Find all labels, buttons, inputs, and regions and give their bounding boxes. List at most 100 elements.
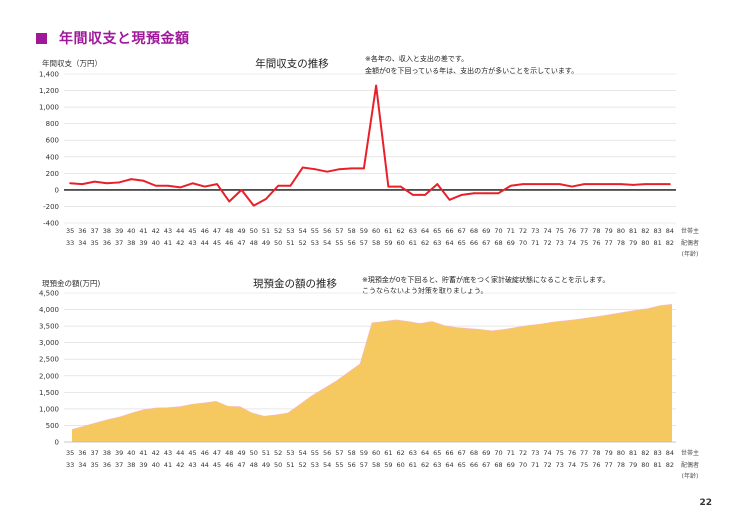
- savings-y-tick-label: 0: [55, 439, 59, 447]
- income-x-tick-label-bottom: 77: [605, 239, 613, 247]
- income-data-point: [216, 183, 218, 185]
- savings-x-tick-label-top: 50: [250, 449, 258, 457]
- income-x-tick-label-top: 46: [201, 227, 209, 235]
- income-x-tick-label-bottom: 82: [666, 239, 674, 247]
- income-data-point: [81, 183, 84, 185]
- savings-y-tick-label: 2,000: [39, 372, 59, 380]
- savings-x-tick-label-bottom: 57: [360, 461, 368, 469]
- savings-x-tick-label-top: 41: [139, 449, 147, 457]
- savings-x-tick-label-top: 52: [274, 449, 282, 457]
- income-data-point: [522, 183, 524, 185]
- savings-x-tick-label-bottom: 73: [556, 461, 564, 469]
- income-data-point: [448, 198, 451, 201]
- savings-x-tick-label-bottom: 65: [458, 461, 466, 469]
- income-x-tick-label-bottom: 76: [592, 239, 600, 247]
- income-x-tick-label-bottom: 42: [176, 239, 184, 247]
- income-x-tick-label-top: 56: [323, 227, 331, 235]
- savings-x-tick-label-top: 38: [103, 449, 111, 457]
- income-data-point: [375, 84, 378, 87]
- income-data-point: [118, 181, 120, 184]
- income-data-point: [277, 184, 280, 187]
- savings-y-axis-label: 現預金の額(万円): [42, 278, 100, 288]
- savings-x-tick-label-top: 78: [592, 449, 600, 457]
- savings-x-tick-label-bottom: 38: [127, 461, 135, 469]
- income-x-tick-label-bottom: 62: [421, 239, 429, 247]
- savings-x-tick-label-bottom: 43: [188, 461, 196, 469]
- income-x-tick-label-bottom: 35: [90, 239, 98, 247]
- savings-x-tick-label-top: 56: [323, 449, 331, 457]
- income-x-tick-label-top: 35: [66, 227, 74, 235]
- savings-x-tick-label-top: 59: [360, 449, 368, 457]
- income-x-tick-label-bottom: 37: [115, 239, 123, 247]
- income-data-point: [485, 192, 488, 195]
- income-x-tick-label-top: 76: [568, 227, 576, 235]
- savings-y-tick-label: 2,500: [39, 356, 59, 364]
- income-x-tick-label-bottom: 36: [103, 239, 111, 247]
- savings-x-tick-label-top: 67: [458, 449, 466, 457]
- income-data-point: [644, 183, 647, 185]
- income-x-tick-label-bottom: 66: [470, 239, 478, 247]
- savings-x-tick-label-bottom: 74: [568, 461, 576, 469]
- savings-x-tick-label-bottom: 77: [605, 461, 613, 469]
- savings-x-tick-label-bottom: 75: [580, 461, 588, 469]
- income-x-tick-label-top: 48: [225, 227, 233, 235]
- income-data-point: [424, 193, 426, 196]
- savings-x-tick-label-top: 72: [519, 449, 527, 457]
- savings-x-tick-label-top: 53: [286, 449, 294, 457]
- savings-y-tick-label: 500: [46, 422, 59, 430]
- income-x-tick-label-bottom: 59: [384, 239, 392, 247]
- income-x-tick-label-top: 49: [237, 227, 245, 235]
- savings-x-tick-label-bottom: 52: [299, 461, 307, 469]
- income-data-point: [620, 183, 622, 185]
- savings-x-tick-label-top: 42: [152, 449, 160, 457]
- income-data-point: [399, 185, 402, 188]
- income-data-point: [301, 166, 304, 169]
- income-data-point: [571, 185, 573, 188]
- income-data-point: [191, 182, 194, 185]
- savings-x-tick-label-bottom: 50: [274, 461, 282, 469]
- income-x-tick-label-top: 52: [274, 227, 282, 235]
- income-x-tick-label-bottom: 54: [323, 239, 331, 247]
- income-x-tick-label-top: 78: [592, 227, 600, 235]
- savings-x-tick-label-top: 57: [335, 449, 343, 457]
- savings-x-tick-label-bottom: 72: [543, 461, 551, 469]
- income-x-tick-label-bottom: 57: [360, 239, 368, 247]
- income-x-tick-label-bottom: 58: [372, 239, 380, 247]
- income-data-point: [326, 170, 329, 173]
- income-data-point: [558, 183, 561, 185]
- income-x-tick-label-bottom: 41: [164, 239, 172, 247]
- savings-x-tick-label-bottom: 41: [164, 461, 172, 469]
- savings-x-tick-label-bottom: 58: [372, 461, 380, 469]
- income-x-tick-label-top: 53: [286, 227, 294, 235]
- income-x-tick-label-top: 60: [372, 227, 380, 235]
- income-x-tick-label-bottom: 61: [409, 239, 417, 247]
- savings-x-tick-label-top: 48: [225, 449, 233, 457]
- income-x-tick-label-bottom: 53: [311, 239, 319, 247]
- income-x-tick-label-top: 81: [629, 227, 637, 235]
- savings-x-tick-label-bottom: 82: [666, 461, 674, 469]
- income-x-tick-label-bottom: 81: [653, 239, 661, 247]
- income-x-tick-label-top: 73: [531, 227, 539, 235]
- savings-x-tick-label-top: 60: [372, 449, 380, 457]
- income-data-point: [387, 185, 390, 188]
- income-x-tick-label-bottom: 52: [299, 239, 307, 247]
- income-data-point: [656, 183, 659, 185]
- savings-x-tick-label-top: 47: [213, 449, 221, 457]
- income-x-tick-label-bottom: 51: [286, 239, 294, 247]
- income-data-point: [668, 183, 671, 185]
- savings-x-tick-label-bottom: 45: [213, 461, 221, 469]
- savings-x-tick-label-top: 70: [494, 449, 502, 457]
- savings-x-tick-label-bottom: 33: [66, 461, 74, 469]
- income-x-tick-label-top: 79: [605, 227, 613, 235]
- income-x-tick-label-top: 38: [103, 227, 111, 235]
- income-x-tick-label-top: 58: [347, 227, 355, 235]
- income-y-tick-label: -200: [43, 203, 59, 211]
- savings-x-tick-label-bottom: 55: [335, 461, 343, 469]
- income-x-tick-label-top: 71: [507, 227, 515, 235]
- savings-x-tick-label-top: 84: [666, 449, 674, 457]
- income-x-tick-label-top: 80: [617, 227, 625, 235]
- savings-note-line: ※現預金が0を下回ると、貯蓄が底をつく家計破綻状態になることを示します。: [362, 275, 609, 284]
- income-x-tick-label-top: 72: [519, 227, 527, 235]
- income-x-tick-label-top: 39: [115, 227, 123, 235]
- savings-x-tick-label-top: 64: [421, 449, 429, 457]
